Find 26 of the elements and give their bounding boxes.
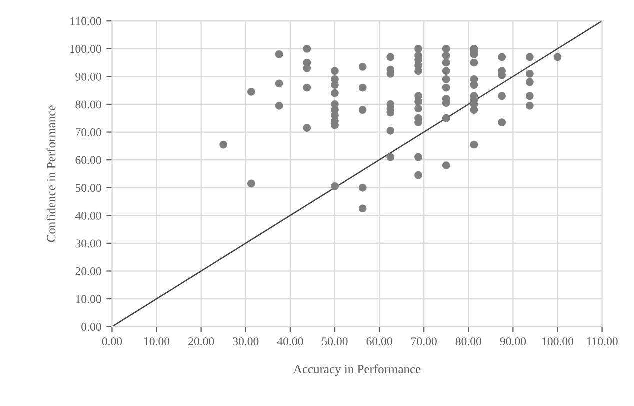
y-tick-label: 10.00	[76, 295, 102, 304]
x-tick-label: 80.00	[456, 338, 482, 346]
x-tick-label: 0.00	[102, 338, 122, 346]
x-tick-label: 90.00	[500, 338, 526, 346]
y-tick-label: 30.00	[76, 240, 102, 248]
x-tick-label: 10.00	[144, 338, 170, 346]
y-tick-label: 50.00	[76, 184, 102, 192]
x-tick-label: 20.00	[188, 338, 214, 346]
x-tick-label: 60.00	[366, 338, 392, 346]
y-tick-label: 80.00	[76, 100, 102, 109]
y-tick-label: 40.00	[75, 212, 102, 220]
y-tick-label: 110.00	[70, 17, 102, 26]
y-tick-label: 20.00	[76, 267, 102, 276]
x-tick-label: 40.00	[277, 338, 304, 346]
x-tick-label: 110.00	[587, 338, 618, 346]
x-tick-label: 100.00	[542, 338, 574, 346]
y-axis-title: Confidence in Performance	[46, 106, 56, 242]
y-tick-label: 100.00	[70, 45, 102, 54]
x-tick-label: 30.00	[233, 338, 259, 346]
y-tick-label: 70.00	[76, 128, 102, 137]
x-tick-label: 50.00	[322, 338, 348, 346]
x-tick-label: 70.00	[412, 338, 437, 346]
y-tick-label: 0.00	[82, 323, 102, 332]
x-axis-title: Accuracy in Performance	[294, 364, 421, 376]
y-tick-label: 90.00	[76, 72, 102, 81]
y-tick-label: 60.00	[76, 156, 102, 164]
